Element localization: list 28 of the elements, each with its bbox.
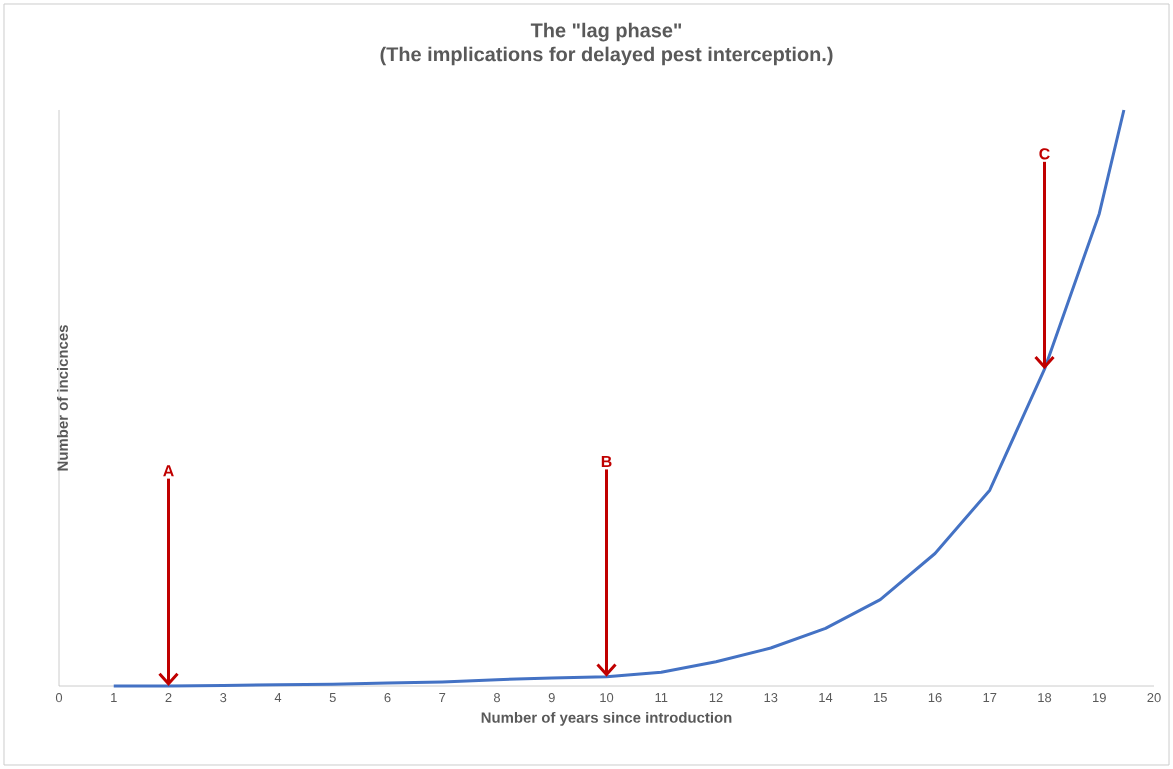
- x-tick-label: 8: [493, 693, 501, 703]
- x-tick-label: 4: [274, 693, 282, 702]
- x-tick-label: 17: [983, 693, 997, 702]
- x-tick-label: 0: [55, 693, 63, 703]
- x-tick-label: 10: [600, 693, 614, 703]
- x-tick-label: 6: [384, 693, 391, 703]
- chart-title: The "lag phase": [530, 22, 682, 42]
- annotation: C: [1039, 148, 1050, 160]
- x-tick-label: 18: [1038, 693, 1052, 703]
- x-tick-label: 14: [819, 693, 833, 702]
- x-tick-label: 12: [709, 693, 723, 703]
- x-tick-label: 11: [655, 693, 668, 702]
- x-tick-label: 19: [1093, 693, 1106, 703]
- x-axis-title: Number of years since introduction: [481, 711, 732, 726]
- x-tick-label: 1: [111, 693, 117, 702]
- x-tick-label: 15: [874, 693, 887, 703]
- x-tick-label: 7: [439, 693, 446, 702]
- x-tick-label: 3: [220, 693, 227, 703]
- x-tick-label: 13: [764, 693, 778, 703]
- x-tick-label: 2: [165, 693, 172, 703]
- annotation: B: [601, 456, 612, 468]
- x-tick-label: 20: [1147, 693, 1161, 703]
- x-tick-label: 5: [329, 693, 336, 703]
- y-axis-title: Number of incicnces: [57, 325, 68, 471]
- chart-subtitle: (The implications for delayed pest interception.): [380, 46, 833, 66]
- annotation: A: [163, 465, 174, 477]
- x-tick-label: 9: [548, 693, 555, 703]
- x-tick-label: 16: [928, 693, 942, 703]
